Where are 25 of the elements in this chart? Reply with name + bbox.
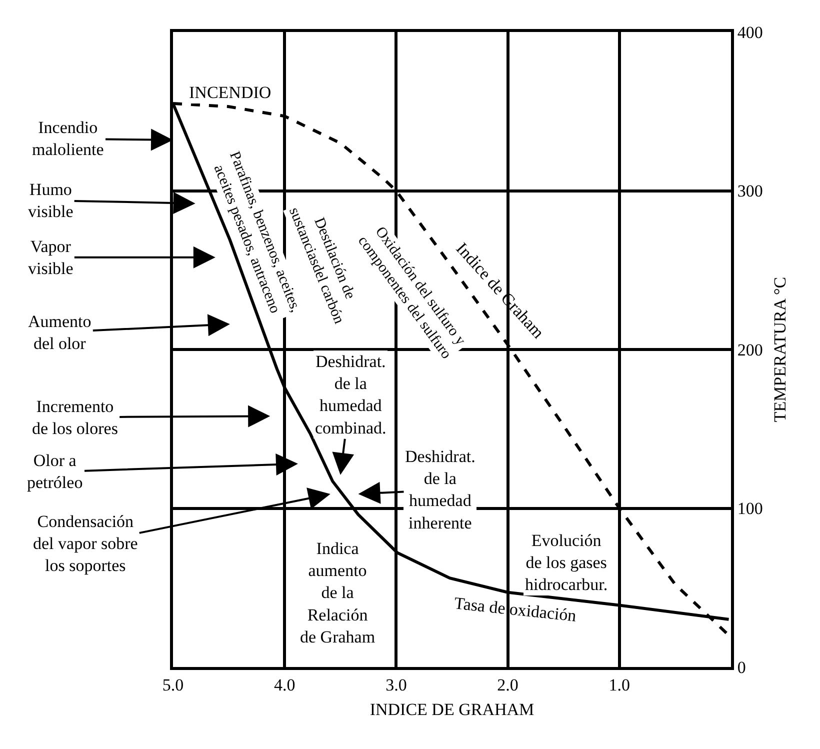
text: Incremento de los olores: [32, 397, 118, 438]
annotation: Evolución de los gases hidrocarbur.: [525, 531, 608, 594]
y-tick-label: 400: [737, 22, 763, 42]
text: Vapor visible: [28, 237, 74, 278]
text: Humo visible: [28, 180, 74, 222]
text: Condensación del vapor sobre los soportes: [33, 512, 138, 576]
annotation: Indica aumento de la Relación de Graham: [300, 539, 376, 646]
annotation: INCENDIO: [189, 83, 272, 102]
annotation: Deshidrat. de la humedad inherente: [405, 447, 476, 532]
x-tick-label: 1.0: [608, 675, 630, 694]
x-tick-label: 5.0: [162, 675, 184, 694]
y-tick-label: 300: [737, 182, 763, 201]
y-axis-title: TEMPERATURA °C: [770, 276, 790, 422]
x-axis-title: INDICE DE GRAHAM: [370, 700, 534, 719]
x-tick-label: 4.0: [274, 675, 296, 694]
y-tick-label: 100: [737, 499, 763, 518]
x-tick-label: 3.0: [386, 675, 407, 694]
x-tick-label: 2.0: [497, 675, 518, 694]
y-tick-label: 200: [737, 340, 763, 360]
text: Tasa de oxidación: [453, 594, 578, 626]
y-tick-label: 0: [737, 658, 746, 677]
annotation: Deshidrat. de la humedad combinad.: [315, 352, 386, 438]
text: Olor a petróleo: [27, 451, 83, 492]
text: Aumento del olor: [28, 312, 92, 354]
text: Incendio maloliente: [32, 118, 104, 160]
